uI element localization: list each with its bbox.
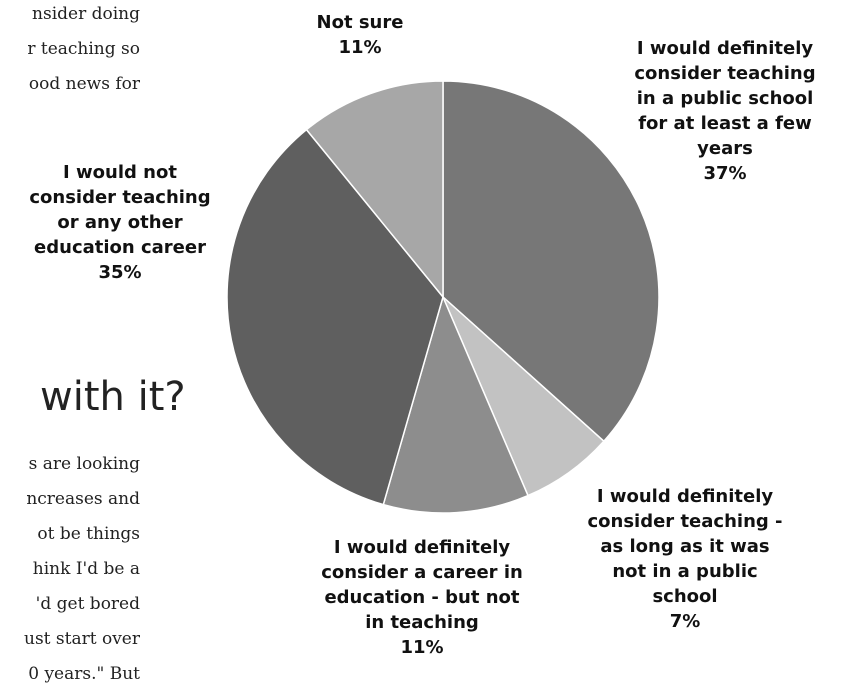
section-heading: with it? (40, 374, 186, 420)
slice-label-text: as long as it was (600, 536, 770, 557)
slice-percent: 37% (703, 163, 747, 184)
slice-label-text: I would not (63, 162, 177, 183)
article-fragment-top-1: nsider doing (32, 4, 140, 24)
slice-label-no-education: I would not consider teaching or any oth… (5, 160, 235, 285)
article-fragment-bottom-2: ncreases and (26, 489, 140, 509)
slice-not-sure (305, 80, 444, 300)
article-fragment-bottom-3: ot be things (37, 524, 140, 544)
slice-label-text: consider teaching - (587, 511, 783, 532)
article-fragment-bottom-5: 'd get bored (35, 594, 140, 614)
slice-label-text: I would definitely (333, 537, 511, 558)
slice-percent: 11% (338, 37, 382, 58)
article-fragment-top-2: r teaching so (27, 39, 140, 59)
slice-label-text: for at least a few (638, 113, 812, 134)
slice-label-text: Not sure (316, 12, 404, 33)
slice-label-text: education - but not (324, 587, 520, 608)
slice-label-text: education career (34, 237, 206, 258)
slice-percent: 11% (400, 637, 444, 658)
slice-label-text: in teaching (365, 612, 479, 633)
article-fragment-bottom-7: 0 years." But (28, 664, 140, 684)
slice-label-not-public: I would definitely consider teaching - a… (570, 484, 800, 634)
article-fragment-bottom-6: ust start over (24, 629, 140, 649)
slice-percent: 7% (669, 611, 701, 632)
slice-label-public-school: I would definitely consider teaching in … (610, 36, 840, 186)
slice-percent: 35% (98, 262, 142, 283)
slice-label-text: I would definitely (636, 38, 814, 59)
article-fragment-top-3: ood news for (28, 74, 140, 94)
article-fragment-bottom-4: hink I'd be a (32, 559, 140, 579)
slice-public-school (442, 80, 660, 443)
slice-no-education (226, 128, 444, 506)
slice-label-text: I would definitely (596, 486, 774, 507)
slice-label-not-sure: Not sure 11% (280, 10, 440, 60)
slice-label-text: consider teaching (634, 63, 816, 84)
article-fragment-bottom-1: s are looking (28, 454, 140, 474)
slice-label-text: in a public school (636, 88, 814, 109)
slice-label-text: years (697, 138, 753, 159)
slice-label-text: consider a career in (321, 562, 523, 583)
slice-label-text: or any other (57, 212, 183, 233)
slice-label-text: not in a public (612, 561, 758, 582)
slice-label-education-career: I would definitely consider a career in … (292, 535, 552, 660)
slice-label-text: school (652, 586, 718, 607)
slice-education-career (382, 294, 529, 514)
slice-label-text: consider teaching (29, 187, 211, 208)
